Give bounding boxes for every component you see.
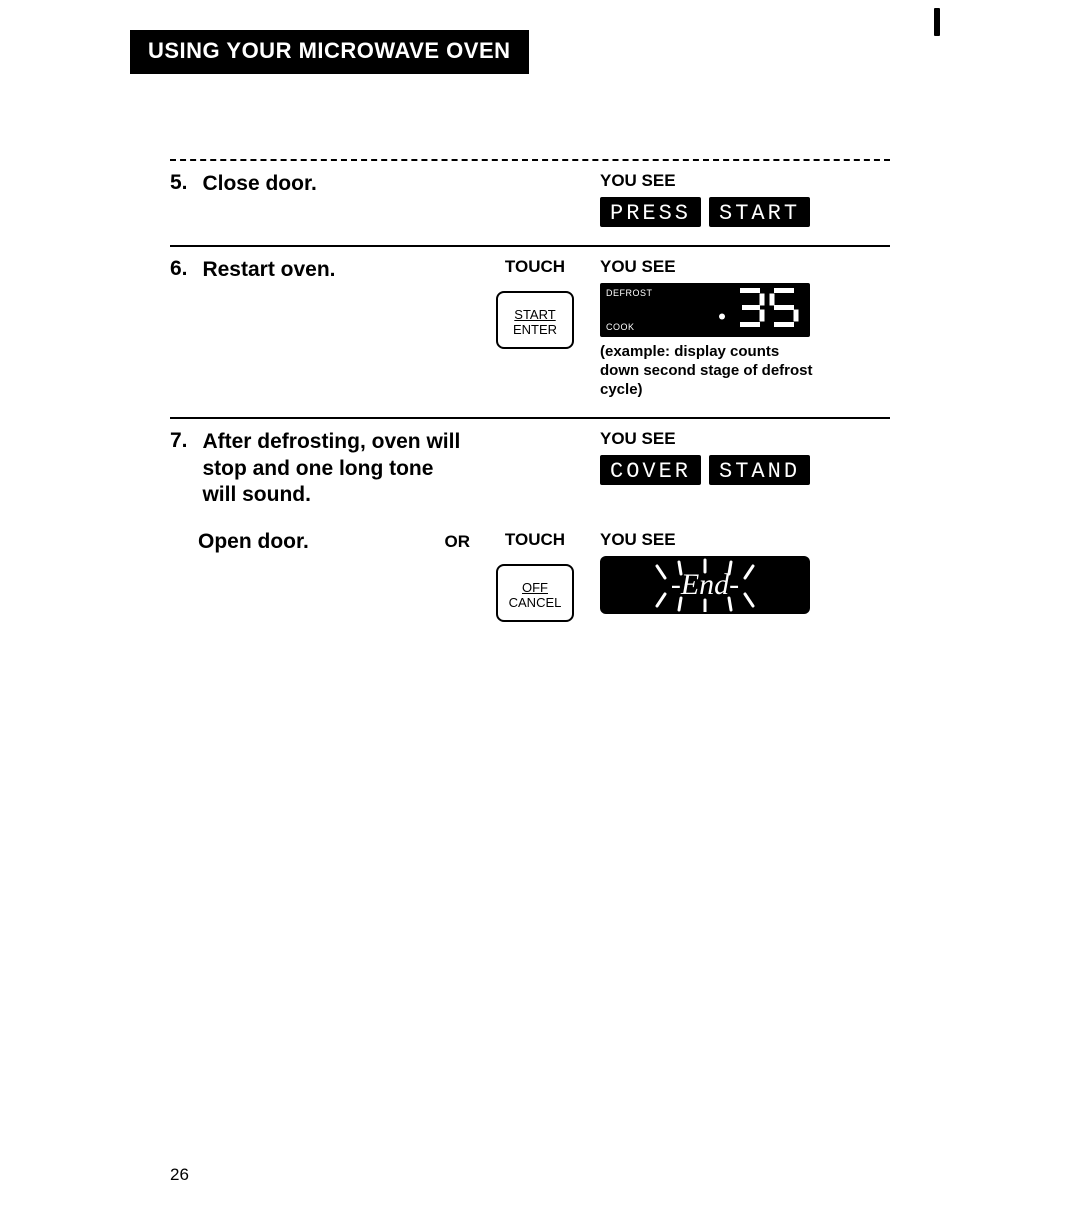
touch-label: TOUCH	[470, 257, 600, 277]
touch-label: TOUCH	[470, 530, 600, 550]
yousee-cell: YOU SEE COVER STAND	[600, 429, 890, 485]
step-number: 5.	[170, 171, 198, 195]
steps-table: 5. Close door. YOU SEE PRESS START 6. Re…	[170, 159, 890, 640]
step-row-6: 6. Restart oven. TOUCH START ENTER YOU S…	[170, 245, 890, 417]
button-line-1: START	[502, 307, 568, 322]
instruction-cell: 7. After defrosting, oven will stop and …	[170, 429, 470, 508]
lcd-stand: STAND	[709, 455, 810, 485]
lcd-cover: COVER	[600, 455, 701, 485]
page-number: 26	[170, 1165, 189, 1185]
you-see-label: YOU SEE	[600, 171, 890, 191]
yousee-cell: YOU SEE	[600, 530, 890, 614]
step-number: 7.	[170, 429, 198, 453]
section-title: USING YOUR MICROWAVE OVEN	[130, 30, 529, 74]
you-see-label: YOU SEE	[600, 429, 890, 449]
lcd-defrost-label: DEFROST	[606, 288, 653, 298]
step-row-5: 5. Close door. YOU SEE PRESS START	[170, 159, 890, 245]
svg-text:-End-: -End-	[671, 568, 739, 601]
step-text: Close door.	[202, 171, 462, 197]
start-enter-button[interactable]: START ENTER	[496, 291, 574, 349]
instruction-cell: Open door. OR	[170, 530, 470, 554]
touch-cell: TOUCH START ENTER	[470, 257, 600, 349]
lcd-start: START	[709, 197, 810, 227]
yousee-cell: YOU SEE PRESS START	[600, 171, 890, 227]
button-line-2: CANCEL	[502, 595, 568, 610]
lcd-display-end: -End-	[600, 556, 810, 614]
yousee-cell: YOU SEE DEFROST COOK	[600, 257, 890, 399]
step-row-7: 7. After defrosting, oven will stop and …	[170, 417, 890, 526]
lcd-display-pair: COVER STAND	[600, 455, 890, 485]
lcd-display-defrost: DEFROST COOK	[600, 283, 810, 337]
step-text: Restart oven.	[202, 257, 462, 283]
step-number: 6.	[170, 257, 198, 281]
off-cancel-button[interactable]: OFF CANCEL	[496, 564, 574, 622]
instruction-cell: 6. Restart oven.	[170, 257, 470, 283]
step-text: After defrosting, oven will stop and one…	[202, 429, 462, 508]
page: USING YOUR MICROWAVE OVEN 5. Close door.…	[0, 0, 1080, 1205]
scan-artifact	[934, 8, 940, 36]
touch-cell: TOUCH OFF CANCEL	[470, 530, 600, 622]
lcd-cook-label: COOK	[606, 322, 635, 332]
you-see-label: YOU SEE	[600, 530, 890, 550]
lcd-time	[716, 287, 802, 334]
you-see-label: YOU SEE	[600, 257, 890, 277]
lcd-display-pair: PRESS START	[600, 197, 890, 227]
button-line-1: OFF	[502, 580, 568, 595]
step-text: Open door.	[198, 530, 445, 554]
display-note: (example: display counts down second sta…	[600, 343, 815, 399]
step-row-7b: Open door. OR TOUCH OFF CANCEL YOU SEE	[170, 526, 890, 640]
lcd-press: PRESS	[600, 197, 701, 227]
instruction-cell: 5. Close door.	[170, 171, 470, 197]
end-graphic-icon: -End-	[605, 558, 805, 612]
or-label: OR	[445, 532, 471, 552]
button-line-2: ENTER	[502, 322, 568, 337]
